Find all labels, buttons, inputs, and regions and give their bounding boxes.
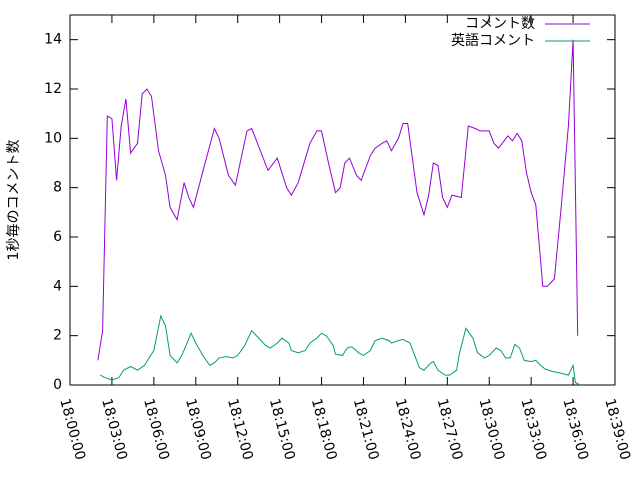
y-axis-label: 1秒毎のコメント数 bbox=[6, 140, 22, 261]
y-tick-label: 4 bbox=[53, 278, 62, 294]
x-tick-label: 18:33:00 bbox=[517, 397, 549, 462]
x-tick-label: 18:12:00 bbox=[224, 397, 256, 462]
x-tick-label: 18:24:00 bbox=[392, 397, 424, 462]
y-tick-label: 8 bbox=[53, 180, 62, 196]
plot-frame bbox=[69, 14, 616, 386]
x-tick-label: 18:00:00 bbox=[56, 397, 88, 462]
x-tick-label: 18:15:00 bbox=[266, 397, 298, 462]
y-tick-label: 0 bbox=[53, 377, 62, 393]
x-tick-label: 18:09:00 bbox=[182, 397, 214, 462]
series-line bbox=[97, 39, 579, 361]
series-line bbox=[100, 314, 581, 386]
legend-label: コメント数 bbox=[465, 16, 535, 32]
y-tick-label: 10 bbox=[44, 130, 62, 146]
x-tick-label: 18:03:00 bbox=[98, 397, 130, 462]
x-tick-label: 18:30:00 bbox=[476, 397, 508, 462]
y-tick-label: 2 bbox=[53, 328, 62, 344]
y-tick-label: 14 bbox=[44, 32, 62, 48]
legend-label: 英語コメント bbox=[451, 32, 535, 49]
x-tick-label: 18:18:00 bbox=[308, 397, 340, 462]
x-tick-label: 18:21:00 bbox=[350, 397, 382, 462]
x-tick-label: 18:39:00 bbox=[601, 397, 633, 462]
y-tick-label: 12 bbox=[44, 81, 62, 97]
x-tick-label: 18:36:00 bbox=[559, 397, 591, 462]
y-tick-label: 6 bbox=[53, 229, 62, 245]
x-tick-label: 18:27:00 bbox=[434, 397, 466, 462]
x-tick-label: 18:06:00 bbox=[140, 397, 172, 462]
